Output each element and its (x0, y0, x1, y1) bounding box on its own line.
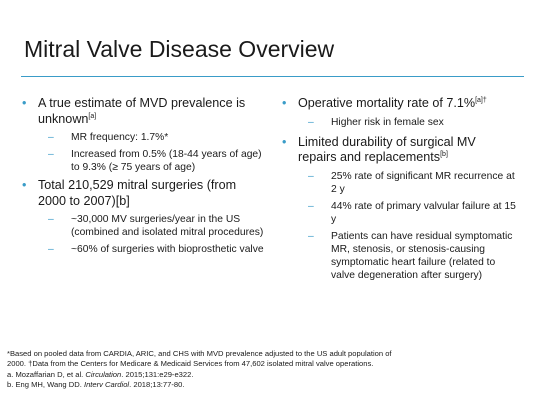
ref-text: b. Eng MH, Wang DD. (7, 379, 84, 389)
ref-text: . 2018;13:77-80. (129, 379, 185, 389)
dash-icon: – (48, 214, 54, 225)
sub-bullet-bioprosthetic: – ~60% of surgeries with bioprosthetic v… (22, 243, 267, 256)
citation-sup: [a] (88, 112, 97, 120)
bullet-dot-icon: • (282, 96, 287, 110)
dash-icon: – (308, 170, 314, 182)
sub-bullet-text: ~30,000 MV surgeries/year in the US (com… (71, 214, 264, 238)
sub-bullet-text: Higher risk in female sex (331, 116, 444, 128)
sub-bullet-valvular-failure: – 44% rate of primary valvular failure a… (282, 200, 517, 226)
dash-icon: – (48, 244, 54, 255)
footnote-line: 2000. †Data from the Centers for Medicar… (7, 359, 374, 369)
ref-text: a. Mozaffarian D, et al. (7, 369, 86, 379)
dash-icon: – (48, 132, 54, 143)
sub-bullet-text: ~60% of surgeries with bioprosthetic val… (71, 244, 264, 255)
sub-bullet-text: MR frequency: 1.7%* (71, 132, 169, 143)
bullet-text: Limited durability of surgical MV repair… (298, 134, 476, 165)
citation-sup: [b] (440, 150, 448, 158)
dash-icon: – (308, 200, 314, 212)
sub-bullet-mr-frequency: – MR frequency: 1.7%* (22, 131, 267, 144)
ref-journal: Interv Cardiol (83, 379, 130, 389)
ref-text: . 2015;131:e29-e322. (121, 369, 194, 379)
sub-bullet-mr-recurrence: – 25% rate of significant MR recurrence … (282, 170, 517, 196)
bullet-mvd-prevalence: • A true estimate of MVD prevalence is u… (22, 96, 267, 127)
title-divider (21, 76, 524, 77)
bullet-dot-icon: • (282, 134, 287, 149)
bullet-operative-mortality: • Operative mortality rate of 7.1%[a]† (282, 96, 517, 112)
sub-bullet-text: 44% rate of primary valvular failure at … (331, 200, 516, 225)
slide-title: Mitral Valve Disease Overview (24, 36, 335, 62)
reference-a: a. Mozaffarian D, et al. Circulation. 20… (7, 370, 535, 380)
sub-bullet-female-risk: – Higher risk in female sex (282, 116, 517, 129)
footnote-line: *Based on pooled data from CARDIA, ARIC,… (7, 349, 392, 358)
ref-journal: Circulation (85, 369, 122, 379)
bullet-text: Operative mortality rate of 7.1% (298, 96, 476, 110)
bullet-text: Total 210,529 mitral surgeries (from 200… (38, 178, 237, 208)
citation-sup: [a]† (475, 96, 487, 104)
sub-bullet-age-increase: – Increased from 0.5% (18-44 years of ag… (22, 148, 267, 174)
sub-bullet-text: 25% rate of significant MR recurrence at… (331, 170, 515, 195)
bullet-text: A true estimate of MVD prevalence is unk… (38, 96, 246, 126)
bullet-total-surgeries: • Total 210,529 mitral surgeries (from 2… (22, 178, 267, 209)
bullet-dot-icon: • (22, 178, 27, 192)
reference-b: b. Eng MH, Wang DD. Interv Cardiol. 2018… (7, 380, 535, 390)
sub-bullet-surgeries-per-year: – ~30,000 MV surgeries/year in the US (c… (22, 213, 267, 239)
dash-icon: – (48, 149, 54, 160)
right-column: • Operative mortality rate of 7.1%[a]† –… (282, 96, 517, 285)
dash-icon: – (308, 116, 314, 128)
bullet-dot-icon: • (22, 96, 27, 110)
dash-icon: – (308, 230, 314, 242)
left-column: • A true estimate of MVD prevalence is u… (22, 96, 267, 259)
sub-bullet-text: Increased from 0.5% (18-44 years of age)… (71, 149, 262, 173)
bullet-limited-durability: • Limited durability of surgical MV repa… (282, 135, 517, 166)
sub-bullet-residual-symptoms: – Patients can have residual symptomatic… (282, 230, 517, 282)
footnotes: *Based on pooled data from CARDIA, ARIC,… (7, 349, 535, 390)
sub-bullet-text: Patients can have residual symptomatic M… (331, 230, 513, 281)
